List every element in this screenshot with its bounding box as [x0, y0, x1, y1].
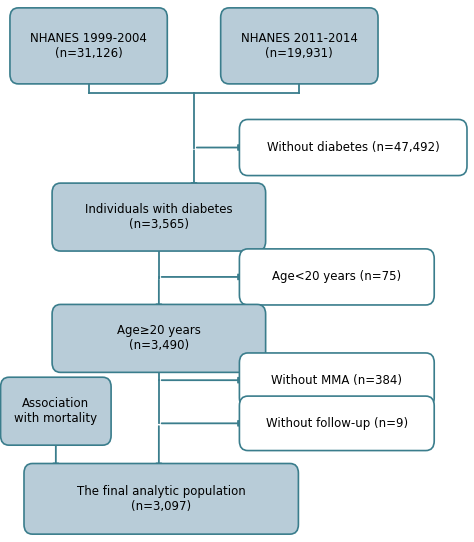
Text: Without follow-up (n=9): Without follow-up (n=9) [266, 417, 408, 430]
Text: Without diabetes (n=47,492): Without diabetes (n=47,492) [267, 141, 439, 154]
Text: Age<20 years (n=75): Age<20 years (n=75) [272, 270, 401, 283]
Text: NHANES 2011-2014
(n=19,931): NHANES 2011-2014 (n=19,931) [241, 32, 358, 60]
FancyBboxPatch shape [52, 305, 265, 372]
FancyBboxPatch shape [10, 8, 167, 84]
FancyBboxPatch shape [239, 396, 434, 450]
FancyBboxPatch shape [239, 119, 467, 176]
FancyBboxPatch shape [239, 353, 434, 408]
FancyBboxPatch shape [221, 8, 378, 84]
Text: Age≥20 years
(n=3,490): Age≥20 years (n=3,490) [117, 325, 201, 352]
Text: Individuals with diabetes
(n=3,565): Individuals with diabetes (n=3,565) [85, 203, 233, 231]
FancyBboxPatch shape [24, 463, 299, 534]
FancyBboxPatch shape [0, 377, 111, 445]
FancyBboxPatch shape [52, 183, 265, 251]
Text: NHANES 1999-2004
(n=31,126): NHANES 1999-2004 (n=31,126) [30, 32, 147, 60]
Text: The final analytic population
(n=3,097): The final analytic population (n=3,097) [77, 485, 246, 513]
Text: Without MMA (n=384): Without MMA (n=384) [271, 373, 402, 386]
FancyBboxPatch shape [239, 249, 434, 305]
Text: Association
with mortality: Association with mortality [14, 397, 97, 425]
